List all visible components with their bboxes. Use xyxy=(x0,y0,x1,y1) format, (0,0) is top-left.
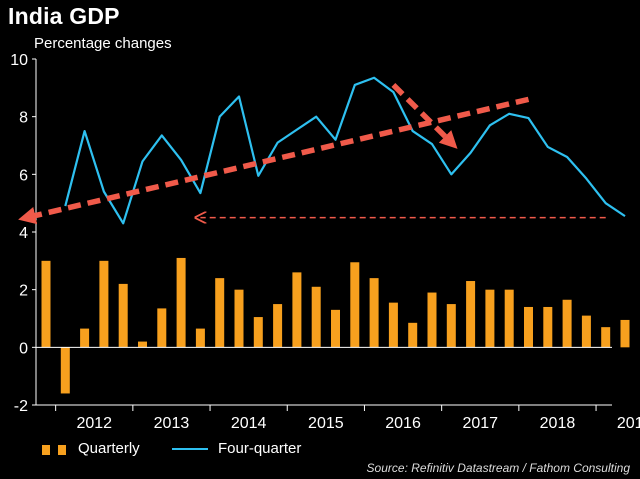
quarterly-bar xyxy=(369,278,379,348)
x-tick-label: 2018 xyxy=(540,415,576,432)
quarterly-bar xyxy=(157,308,167,348)
chart-axes: -2 0 2 4 6 8 10 2012 2013 2014 2015 2016 2017 2018 201… xyxy=(10,52,640,432)
y-tick-label: 10 xyxy=(10,52,28,69)
legend-item-quarterly: Quarterly xyxy=(40,440,140,457)
y-tick-label: 0 xyxy=(19,340,28,357)
quarterly-bar xyxy=(215,278,225,348)
legend-swatch-line xyxy=(172,447,208,450)
quarterly-bar xyxy=(118,283,128,348)
quarterly-bar xyxy=(388,302,398,348)
quarterly-bar xyxy=(80,328,90,348)
y-tick-label: 4 xyxy=(19,225,28,242)
x-tick-label: 2019 xyxy=(617,415,640,432)
downtrend-arrow xyxy=(391,83,458,149)
four-quarter-line xyxy=(64,76,626,225)
downtrend-arrow xyxy=(18,96,530,225)
quarterly-bar xyxy=(504,289,514,348)
quarterly-bars xyxy=(41,257,630,394)
y-tick-label: 8 xyxy=(19,110,28,127)
y-tick-label: -2 xyxy=(14,398,28,415)
quarterly-bar xyxy=(485,289,495,348)
x-tick-label: 2016 xyxy=(385,415,421,432)
x-tick-label: 2013 xyxy=(154,415,190,432)
quarterly-bar xyxy=(331,309,340,348)
quarterly-bar xyxy=(562,299,572,348)
quarterly-bar xyxy=(60,347,70,394)
quarterly-bar xyxy=(41,260,51,348)
legend-label-four-quarter: Four-quarter xyxy=(218,440,302,457)
quarterly-bar xyxy=(601,327,611,348)
quarterly-bar xyxy=(234,289,244,348)
x-tick-label: 2012 xyxy=(76,415,112,432)
x-tick-label: 2015 xyxy=(308,415,344,432)
quarterly-bar xyxy=(138,341,147,348)
legend-swatch-bars xyxy=(40,442,70,456)
x-tick-label: 2014 xyxy=(231,415,267,432)
chart-subtitle: Percentage changes xyxy=(34,35,172,52)
quarterly-bar xyxy=(99,260,109,348)
quarterly-bar xyxy=(350,262,360,348)
source-note: Source: Refinitiv Datastream / Fathom Co… xyxy=(366,461,630,475)
quarterly-bar xyxy=(524,306,533,348)
four-quarter-line-group xyxy=(64,76,626,225)
trend-arrows xyxy=(18,83,606,225)
y-tick-label: 6 xyxy=(19,167,28,184)
quarterly-bar xyxy=(446,304,456,348)
quarterly-bar xyxy=(195,328,205,348)
quarterly-bar xyxy=(311,286,321,348)
quarterly-bar xyxy=(253,317,263,348)
y-tick-label: 2 xyxy=(19,283,28,300)
quarterly-bar xyxy=(176,257,186,348)
quarterly-bar xyxy=(466,281,476,348)
quarterly-bar xyxy=(427,292,437,348)
chart-plot: -2 0 2 4 6 8 10 2012 2013 2014 2015 2016 2017 2018 201… xyxy=(10,52,640,432)
legend-label-quarterly: Quarterly xyxy=(78,440,140,457)
quarterly-bar xyxy=(581,315,591,348)
chart-title: India GDP xyxy=(8,3,120,29)
quarterly-bar xyxy=(292,272,302,348)
quarterly-bar xyxy=(273,304,283,348)
legend-item-four-quarter: Four-quarter xyxy=(172,440,301,457)
quarterly-bar xyxy=(620,319,630,348)
quarterly-bar xyxy=(543,306,553,348)
quarterly-bar xyxy=(408,322,418,348)
x-tick-label: 2017 xyxy=(462,415,498,432)
